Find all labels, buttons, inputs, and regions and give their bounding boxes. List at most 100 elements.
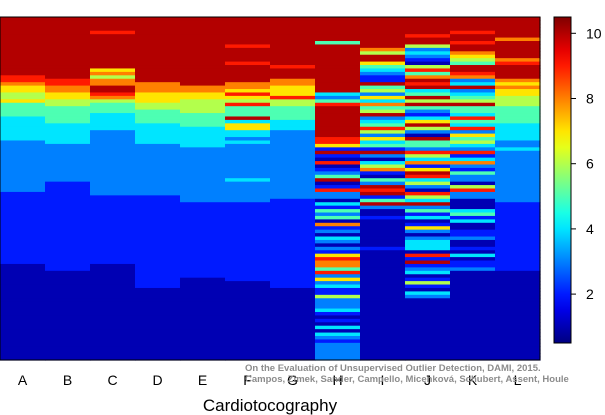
heatmap-cell bbox=[495, 188, 541, 193]
heatmap-cell bbox=[180, 349, 226, 354]
heatmap-cell bbox=[270, 246, 316, 251]
heatmap-cell bbox=[405, 311, 451, 317]
heatmap-cell bbox=[315, 274, 361, 279]
heatmap-cell bbox=[495, 353, 541, 358]
heatmap-cell bbox=[360, 202, 406, 207]
heatmap-cell bbox=[90, 167, 136, 172]
heatmap-cell bbox=[180, 119, 226, 124]
heatmap-cell bbox=[360, 209, 406, 214]
heatmap-cell bbox=[405, 71, 451, 76]
heatmap-cell bbox=[405, 281, 451, 286]
heatmap-cell bbox=[180, 318, 226, 323]
heatmap-cell bbox=[495, 171, 541, 176]
heatmap-cell bbox=[360, 171, 406, 176]
heatmap-cell bbox=[135, 308, 181, 313]
heatmap-cell bbox=[0, 143, 46, 148]
heatmap-cell bbox=[135, 257, 181, 262]
heatmap-cell bbox=[360, 130, 406, 135]
heatmap-cell bbox=[495, 342, 541, 347]
heatmap-cell bbox=[315, 75, 361, 80]
heatmap-cell bbox=[450, 236, 496, 241]
heatmap-cell bbox=[225, 270, 271, 275]
heatmap-cell bbox=[0, 291, 46, 296]
heatmap-cell bbox=[225, 329, 271, 334]
heatmap-cell bbox=[225, 335, 271, 341]
heatmap-cell bbox=[405, 150, 451, 155]
heatmap-cell bbox=[45, 171, 91, 176]
heatmap-cell bbox=[495, 164, 541, 169]
heatmap-cell bbox=[135, 167, 181, 172]
heatmap-cell bbox=[270, 284, 316, 289]
heatmap-cell bbox=[360, 154, 406, 159]
heatmap-cell bbox=[45, 335, 91, 341]
heatmap-cell bbox=[180, 185, 226, 190]
heatmap-cell bbox=[90, 89, 136, 94]
heatmap-cell bbox=[450, 71, 496, 76]
heatmap-cell bbox=[0, 17, 46, 22]
heatmap-cell bbox=[135, 41, 181, 46]
heatmap-cell bbox=[495, 277, 541, 282]
heatmap-cell bbox=[450, 281, 496, 286]
heatmap-cell bbox=[315, 109, 361, 114]
heatmap-cell bbox=[360, 298, 406, 303]
heatmap-cell bbox=[225, 71, 271, 76]
heatmap-cell bbox=[495, 161, 541, 166]
heatmap-cell bbox=[180, 284, 226, 289]
heatmap-cell bbox=[405, 137, 451, 142]
heatmap-cell bbox=[360, 260, 406, 265]
heatmap-cell bbox=[180, 229, 226, 234]
heatmap-cell bbox=[180, 298, 226, 303]
heatmap-cell bbox=[90, 195, 136, 200]
heatmap-cell bbox=[270, 30, 316, 35]
heatmap-cell bbox=[315, 260, 361, 265]
x-tick-labels: A B C D E F G H I J K L bbox=[18, 372, 522, 388]
heatmap-cell bbox=[495, 109, 541, 114]
heatmap-cell bbox=[270, 54, 316, 59]
heatmap-cell bbox=[0, 54, 46, 59]
heatmap-cell bbox=[405, 263, 451, 268]
heatmap-cell bbox=[180, 274, 226, 279]
heatmap-cell bbox=[360, 250, 406, 255]
heatmap-cell bbox=[180, 71, 226, 76]
heatmap-cell bbox=[360, 188, 406, 193]
heatmap-cell bbox=[90, 185, 136, 190]
heatmap-cell bbox=[450, 284, 496, 289]
heatmap-cell bbox=[225, 281, 271, 286]
heatmap-cell bbox=[90, 257, 136, 262]
heatmap-cell bbox=[135, 126, 181, 131]
heatmap-cell bbox=[135, 301, 181, 306]
heatmap-cell bbox=[270, 147, 316, 152]
heatmap-cell bbox=[360, 205, 406, 210]
heatmap-cell bbox=[450, 116, 496, 121]
heatmap-cell bbox=[45, 137, 91, 142]
heatmap-cell bbox=[405, 294, 451, 299]
heatmap-cell bbox=[270, 339, 316, 344]
heatmap-cell bbox=[225, 113, 271, 118]
heatmap-cell bbox=[180, 95, 226, 100]
heatmap-cell bbox=[45, 61, 91, 66]
heatmap-cell bbox=[180, 113, 226, 118]
heatmap-cell bbox=[180, 161, 226, 166]
heatmap-cell bbox=[315, 239, 361, 244]
heatmap-cell bbox=[450, 137, 496, 142]
heatmap-cell bbox=[135, 239, 181, 244]
heatmap-cell bbox=[450, 92, 496, 97]
heatmap-cell bbox=[225, 339, 271, 344]
heatmap-cell bbox=[495, 185, 541, 190]
heatmap-cell bbox=[180, 301, 226, 306]
heatmap-cell bbox=[270, 329, 316, 334]
heatmap-cell bbox=[495, 174, 541, 179]
heatmap-cell bbox=[360, 239, 406, 244]
heatmap-cell bbox=[270, 75, 316, 80]
heatmap-cell bbox=[90, 250, 136, 255]
heatmap-cell bbox=[90, 315, 136, 320]
heatmap-cell bbox=[180, 37, 226, 42]
heatmap-cell bbox=[225, 294, 271, 299]
heatmap-cell bbox=[450, 315, 496, 320]
heatmap-cell bbox=[450, 58, 496, 63]
heatmap-cell bbox=[450, 51, 496, 56]
heatmap-cell bbox=[225, 106, 271, 111]
heatmap-cell bbox=[180, 353, 226, 358]
heatmap-cell bbox=[495, 92, 541, 97]
heatmap-cell bbox=[225, 191, 271, 196]
